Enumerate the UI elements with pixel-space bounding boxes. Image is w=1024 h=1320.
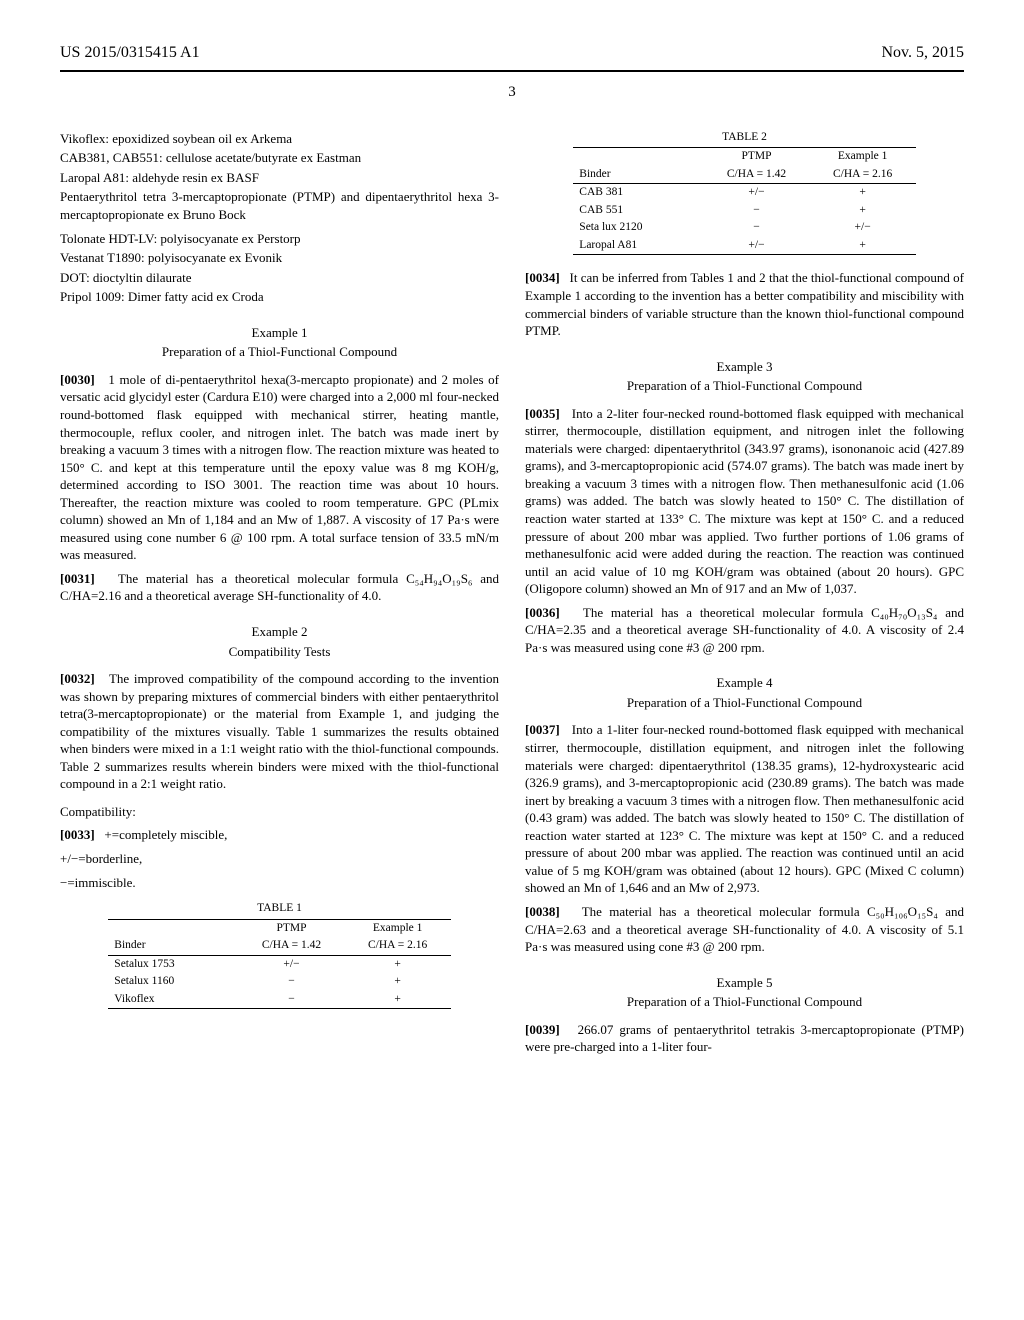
table-row: Seta lux 2120−+/− bbox=[573, 219, 915, 237]
paragraph-text: The improved compatibility of the compou… bbox=[60, 671, 499, 791]
material-line: Pentaerythritol tetra 3-mercaptopropiona… bbox=[60, 188, 499, 223]
paragraph-text: 1 mole of di-pentaerythritol hexa(3-merc… bbox=[60, 372, 499, 562]
col-ptmp-sub: C/HA = 1.42 bbox=[703, 166, 809, 184]
paragraph-0032: [0032] The improved compatibility of the… bbox=[60, 670, 499, 793]
paragraph-text: The material has a theoretical molecular… bbox=[525, 605, 964, 655]
paragraph-0037: [0037] Into a 1-liter four-necked round-… bbox=[525, 721, 964, 896]
material-line: DOT: dioctyltin dilaurate bbox=[60, 269, 499, 287]
right-column: TABLE 2 Binder PTMP Example 1 C/HA = 1.4… bbox=[525, 130, 964, 1062]
table-caption: TABLE 1 bbox=[108, 901, 450, 917]
header-rule bbox=[60, 70, 964, 72]
paragraph-0034: [0034] It can be inferred from Tables 1 … bbox=[525, 269, 964, 339]
paragraph-0035: [0035] Into a 2-liter four-necked round-… bbox=[525, 405, 964, 598]
compat-immiscible: −=immiscible. bbox=[60, 874, 499, 892]
table-row: Setalux 1160−+ bbox=[108, 973, 450, 991]
example-subheading: Preparation of a Thiol-Functional Compou… bbox=[525, 694, 964, 712]
table-row: CAB 381+/−+ bbox=[573, 184, 915, 202]
paragraph-0033: [0033] +=completely miscible, bbox=[60, 826, 499, 844]
table-2: TABLE 2 Binder PTMP Example 1 C/HA = 1.4… bbox=[573, 130, 915, 256]
col-ptmp: PTMP bbox=[238, 920, 344, 938]
paragraph-0038: [0038] The material has a theoretical mo… bbox=[525, 903, 964, 956]
example-subheading: Preparation of a Thiol-Functional Compou… bbox=[60, 343, 499, 361]
material-line: Vikoflex: epoxidized soybean oil ex Arke… bbox=[60, 130, 499, 148]
compatibility-heading: Compatibility: bbox=[60, 803, 499, 821]
col-ptmp: PTMP bbox=[703, 148, 809, 166]
two-column-body: Vikoflex: epoxidized soybean oil ex Arke… bbox=[60, 130, 964, 1062]
paragraph-text: The material has a theoretical molecular… bbox=[60, 571, 499, 604]
example-heading: Example 4 bbox=[525, 674, 964, 692]
paragraph-0031: [0031] The material has a theoretical mo… bbox=[60, 570, 499, 605]
table-row: CAB 551−+ bbox=[573, 202, 915, 220]
paragraph-0036: [0036] The material has a theoretical mo… bbox=[525, 604, 964, 657]
doc-date: Nov. 5, 2015 bbox=[881, 42, 964, 64]
col-ex1: Example 1 bbox=[810, 148, 916, 166]
col-ex1-sub: C/HA = 2.16 bbox=[810, 166, 916, 184]
example-subheading: Preparation of a Thiol-Functional Compou… bbox=[525, 377, 964, 395]
chem-formula: C₅₀H₁₀₆O₁₅S₄ bbox=[867, 904, 938, 919]
example-heading: Example 1 bbox=[60, 324, 499, 342]
col-ptmp-sub: C/HA = 1.42 bbox=[238, 937, 344, 955]
material-line: CAB381, CAB551: cellulose acetate/butyra… bbox=[60, 149, 499, 167]
table-1: TABLE 1 Binder PTMP Example 1 C/HA = 1.4… bbox=[108, 901, 450, 1009]
material-line: Vestanat T1890: polyisocyanate ex Evonik bbox=[60, 249, 499, 267]
material-line: Tolonate HDT-LV: polyisocyanate ex Perst… bbox=[60, 230, 499, 248]
col-ex1: Example 1 bbox=[345, 920, 451, 938]
example-heading: Example 3 bbox=[525, 358, 964, 376]
page-header: US 2015/0315415 A1 Nov. 5, 2015 bbox=[60, 42, 964, 64]
example-subheading: Compatibility Tests bbox=[60, 643, 499, 661]
chem-formula: C₅₄H₉₄O₁₉S₆ bbox=[406, 571, 472, 586]
table-row: Vikoflex−+ bbox=[108, 991, 450, 1009]
compat-borderline: +/−=borderline, bbox=[60, 850, 499, 868]
example-subheading: Preparation of a Thiol-Functional Compou… bbox=[525, 993, 964, 1011]
example-heading: Example 2 bbox=[60, 623, 499, 641]
paragraph-text: Into a 1-liter four-necked round-bottome… bbox=[525, 722, 964, 895]
col-binder: Binder bbox=[573, 148, 703, 183]
table-row: Setalux 1753+/−+ bbox=[108, 956, 450, 974]
left-column: Vikoflex: epoxidized soybean oil ex Arke… bbox=[60, 130, 499, 1062]
table-caption: TABLE 2 bbox=[573, 130, 915, 146]
paragraph-text: +=completely miscible, bbox=[104, 827, 227, 842]
paragraph-text: 266.07 grams of pentaerythritol tetrakis… bbox=[525, 1022, 964, 1055]
chem-formula: C₄₀H₇₀O₁₃S₄ bbox=[871, 605, 937, 620]
paragraph-text: Into a 2-liter four-necked round-bottome… bbox=[525, 406, 964, 596]
example-heading: Example 5 bbox=[525, 974, 964, 992]
page-number: 3 bbox=[60, 82, 964, 102]
doc-number: US 2015/0315415 A1 bbox=[60, 42, 200, 64]
table-row: Laropal A81+/−+ bbox=[573, 237, 915, 255]
paragraph-text: The material has a theoretical molecular… bbox=[525, 904, 964, 954]
col-ex1-sub: C/HA = 2.16 bbox=[345, 937, 451, 955]
material-line: Pripol 1009: Dimer fatty acid ex Croda bbox=[60, 288, 499, 306]
material-line: Laropal A81: aldehyde resin ex BASF bbox=[60, 169, 499, 187]
paragraph-0030: [0030] 1 mole of di-pentaerythritol hexa… bbox=[60, 371, 499, 564]
paragraph-0039: [0039] 266.07 grams of pentaerythritol t… bbox=[525, 1021, 964, 1056]
col-binder: Binder bbox=[108, 920, 238, 955]
paragraph-text: It can be inferred from Tables 1 and 2 t… bbox=[525, 270, 964, 338]
